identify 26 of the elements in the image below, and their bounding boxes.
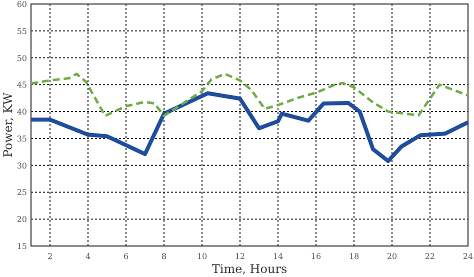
y-tick-label: 60 [16, 0, 27, 9]
line-series [29, 91, 470, 164]
y-axis-title: Power, KW [1, 92, 15, 158]
y-tick-label: 55 [16, 26, 27, 36]
x-tick-label: 16 [310, 252, 322, 261]
x-tick-label: 12 [234, 252, 246, 261]
x-tick-label: 10 [196, 252, 208, 261]
y-tick-label: 45 [16, 80, 27, 90]
y-tick-label: 35 [16, 134, 27, 144]
x-tick-label: 18 [348, 252, 360, 261]
x-tick-label: 24 [462, 252, 474, 261]
y-tick-label: 30 [16, 161, 27, 170]
line-series [30, 72, 470, 118]
x-tick-label: 6 [123, 252, 129, 261]
x-axis-title: Time, Hours [212, 262, 288, 276]
x-tick-label: 2 [47, 252, 53, 261]
y-tick-label: 15 [16, 242, 27, 251]
x-tick-label: 14 [272, 252, 284, 261]
x-tick-label: 22 [424, 252, 436, 261]
y-tick-label: 40 [16, 108, 27, 117]
x-tick-label: 20 [386, 252, 398, 261]
x-tick-label: 4 [85, 252, 91, 261]
y-tick-label: 25 [16, 188, 27, 198]
y-tick-label: 50 [16, 54, 27, 63]
y-tick-label: 20 [16, 215, 27, 224]
x-tick-label: 8 [161, 252, 167, 261]
